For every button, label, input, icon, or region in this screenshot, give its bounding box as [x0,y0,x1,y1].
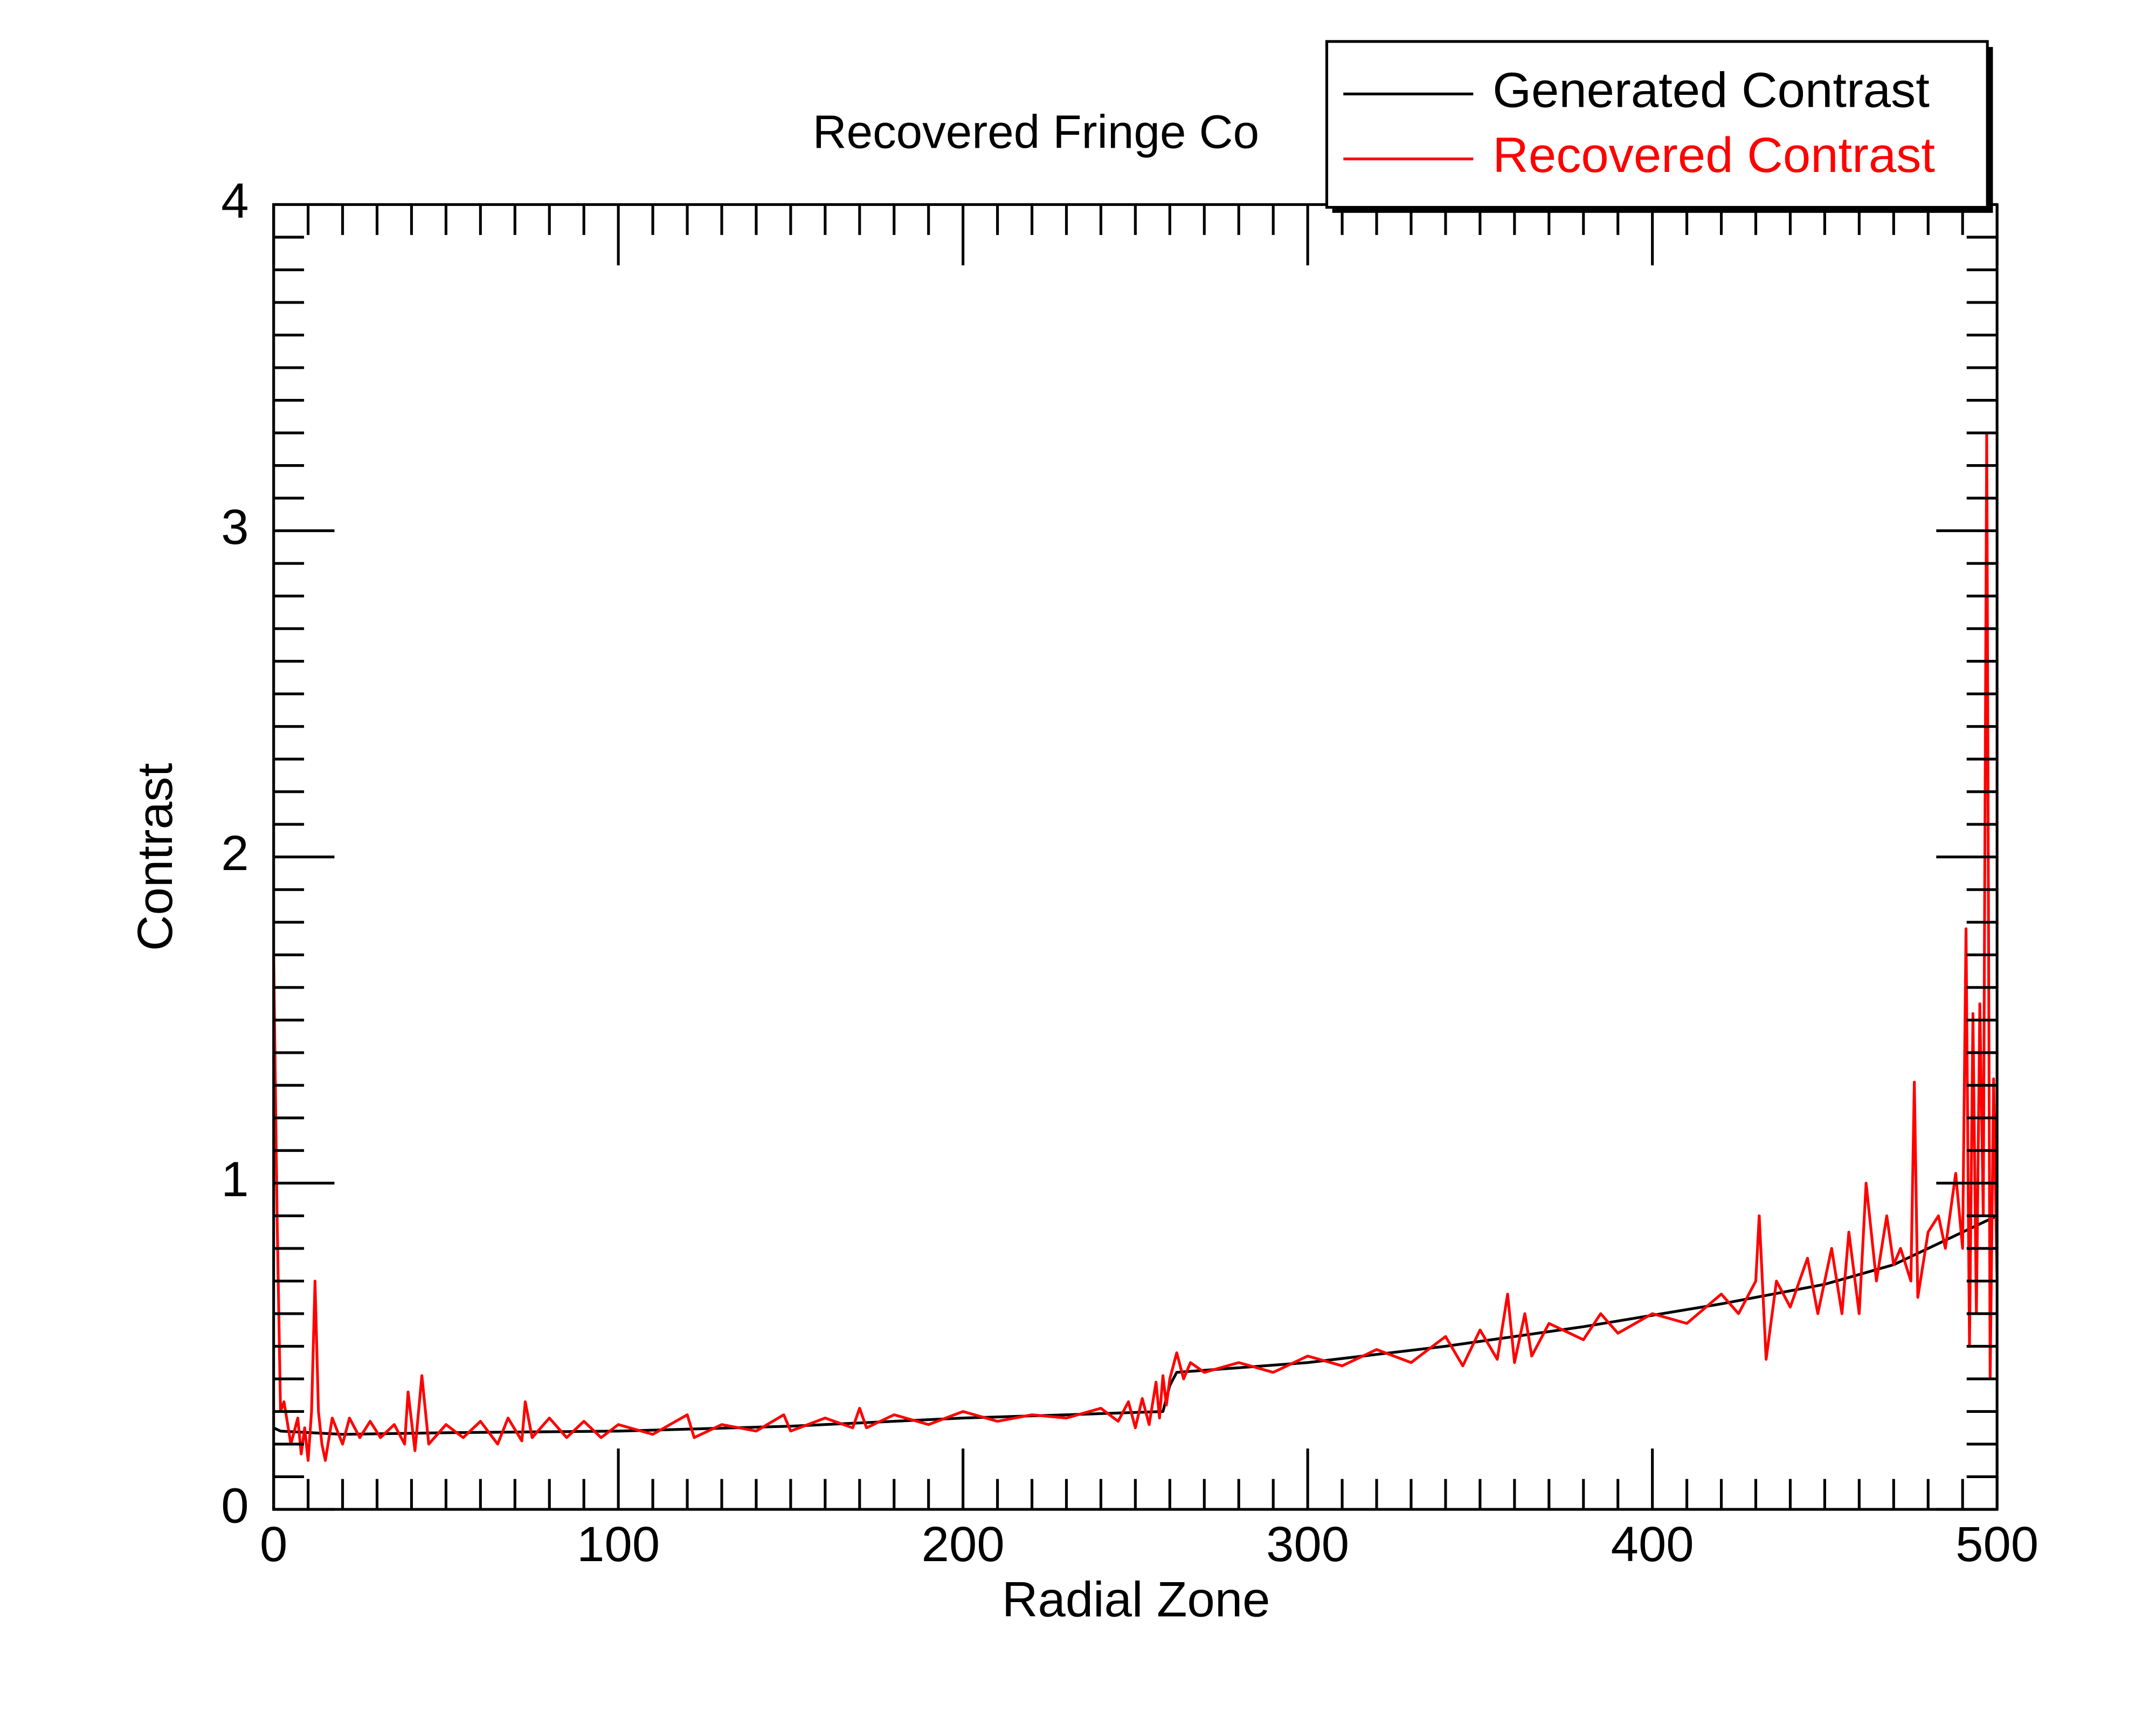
legend-label: Recovered Contrast [1492,127,1935,183]
y-tick-label: 1 [221,1151,248,1207]
y-tick-label: 4 [221,172,248,229]
y-tick-label: 3 [221,499,248,555]
legend-box [1325,40,1989,209]
data-line [272,431,1999,1462]
x-tick-label: 100 [577,1516,660,1572]
plot-area: 0 100 200 300 400 500 0 1 2 3 4 [221,172,2038,1572]
legend-label: Generated Contrast [1492,62,1930,118]
data-line [273,1215,1998,1436]
x-tick-label: 500 [1955,1516,2038,1572]
x-tick-label: 300 [1266,1516,1349,1572]
x-tick-label: 400 [1611,1516,1694,1572]
y-tick-label: 2 [221,825,248,881]
x-tick-label: 0 [260,1516,287,1572]
y-axis-label: Contrast [127,763,183,951]
y-tick-label: 0 [221,1477,248,1533]
legend: Generated Contrast Recovered Contrast [1325,40,1993,213]
chart-title: Recovered Fringe Co [813,106,1259,158]
x-tick-label: 200 [922,1516,1005,1572]
x-axis-label: Radial Zone [1002,1571,1270,1627]
